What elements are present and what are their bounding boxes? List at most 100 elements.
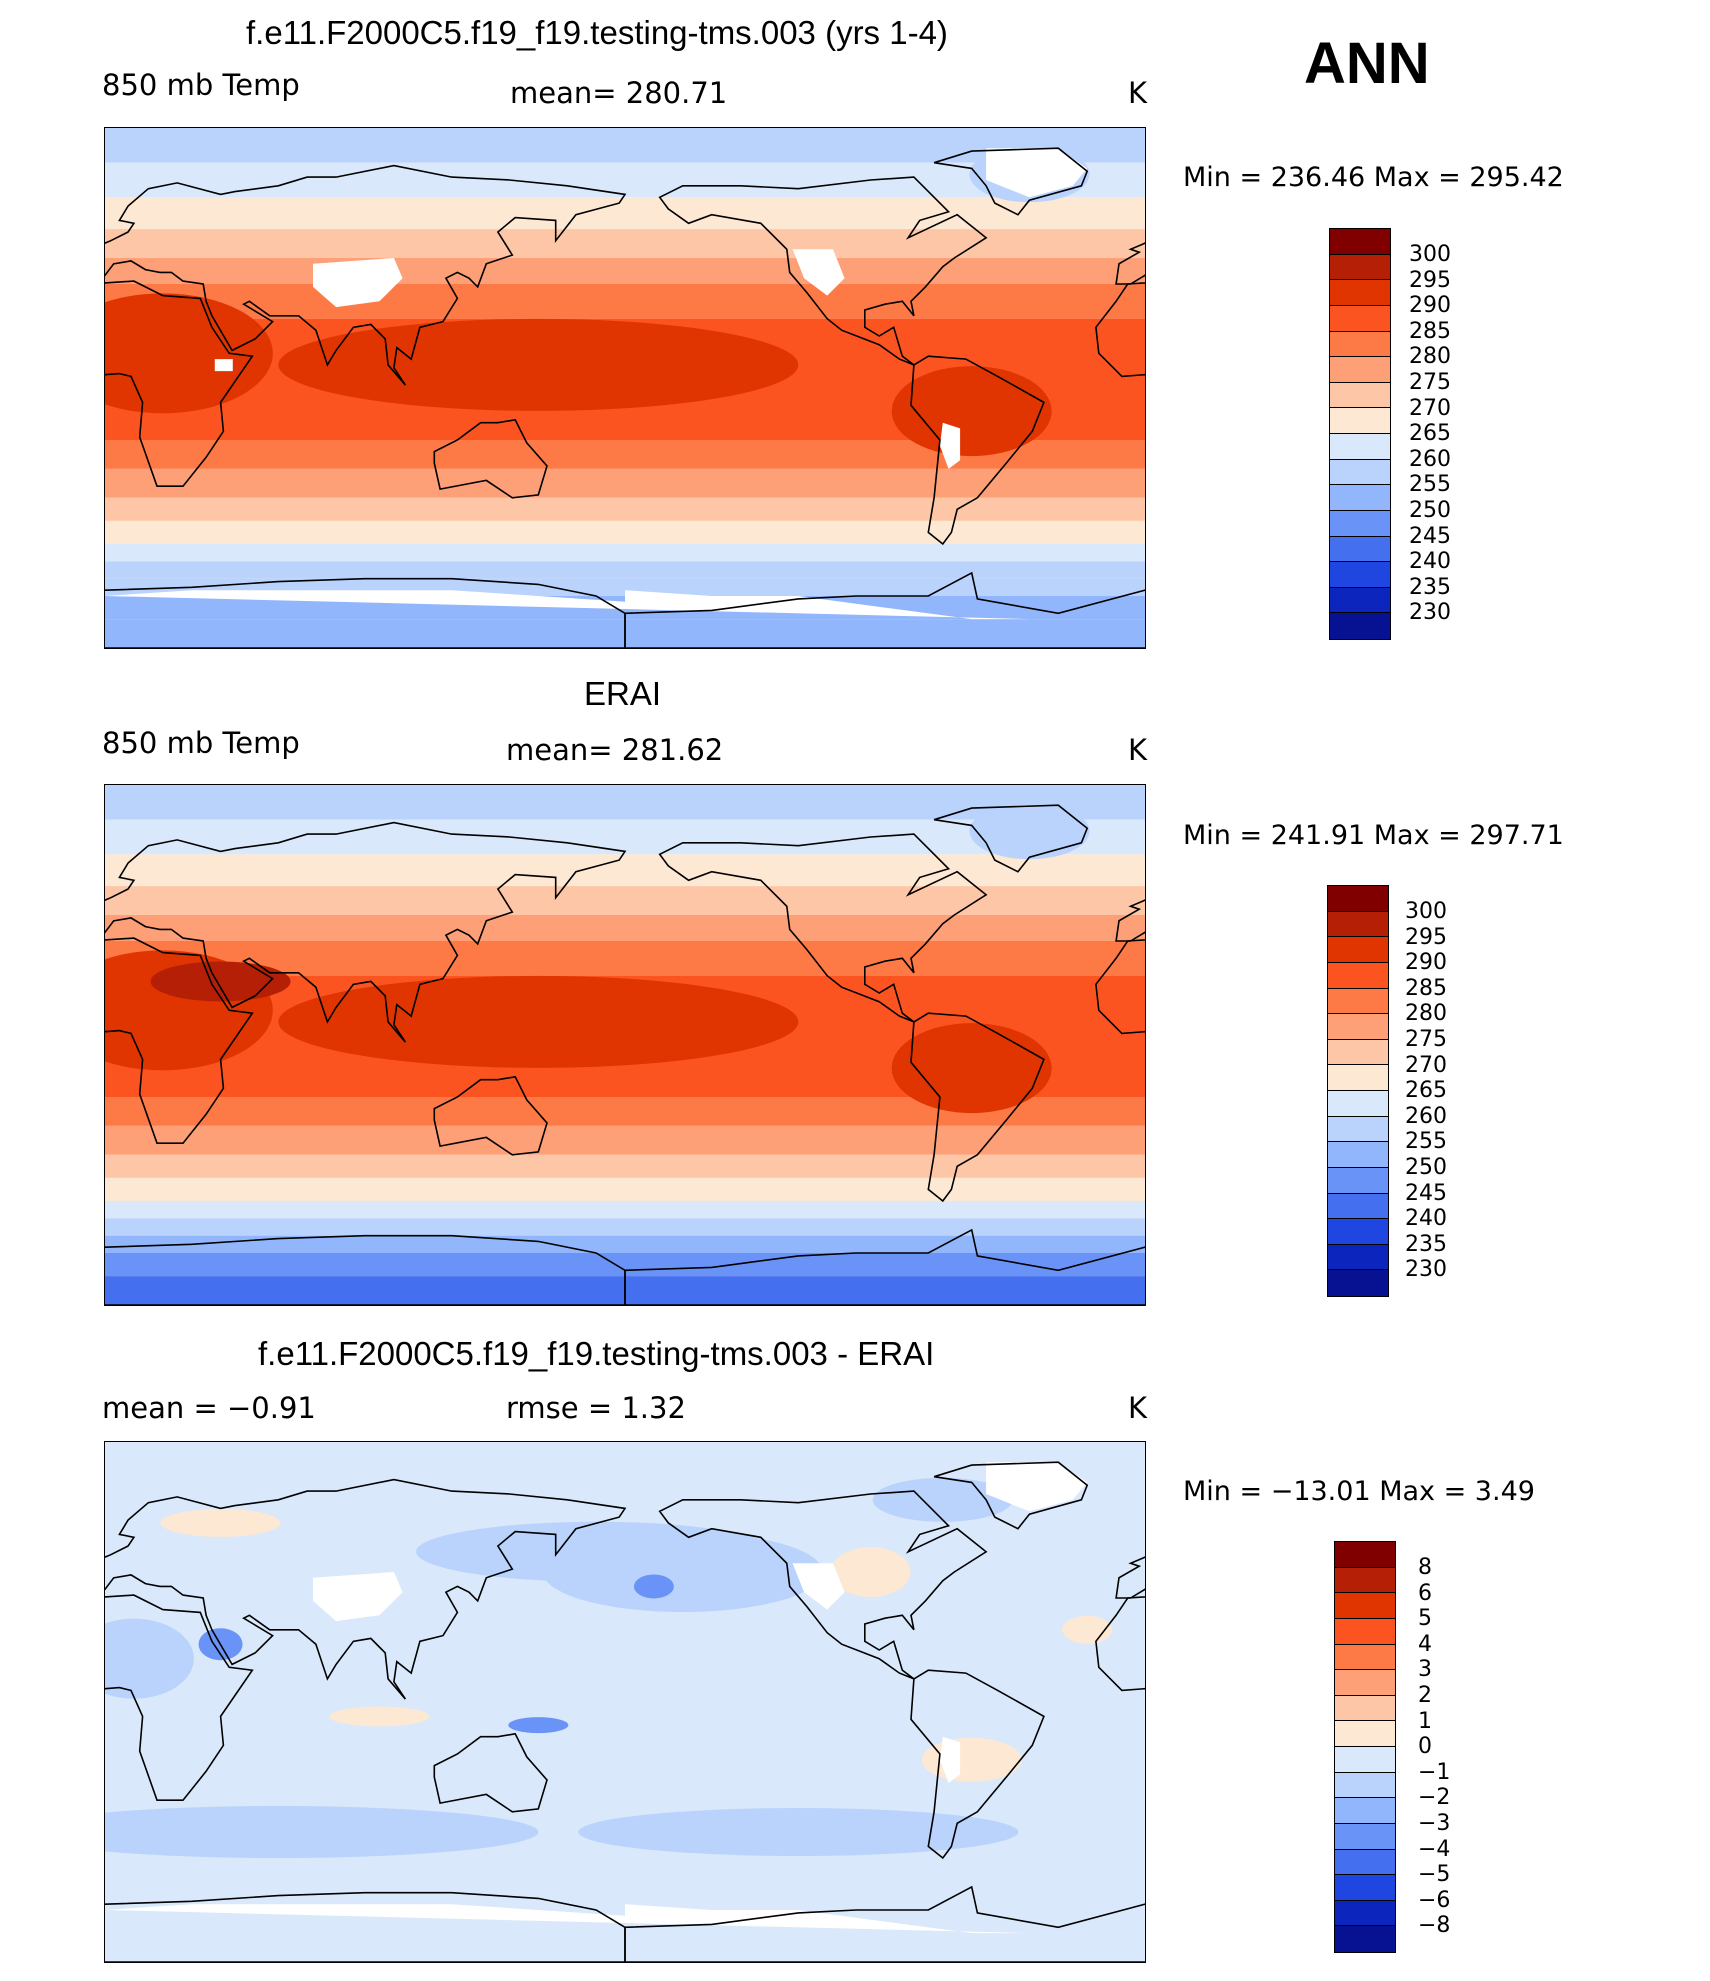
- colorbar-tick-label: 240: [1405, 1206, 1447, 1232]
- warm-region-samerica: [891, 366, 1052, 457]
- colorbar-swatch: [1330, 331, 1390, 358]
- colorbar-tick-label: 245: [1409, 523, 1451, 549]
- temperature-band: [105, 941, 1145, 976]
- colorbar-tick-label: 8: [1418, 1555, 1432, 1580]
- temperature-band: [105, 284, 1145, 319]
- coastline-antarctica: [624, 1228, 1145, 1305]
- colorbar-swatch: [1330, 229, 1390, 255]
- colorbar-swatch: [1328, 1065, 1388, 1091]
- strong-negative-anomaly: [508, 1717, 569, 1734]
- colorbar-swatch: [1330, 562, 1390, 588]
- colorbar-tick-label: 275: [1405, 1026, 1447, 1052]
- colorbar-swatch: [1335, 1849, 1395, 1876]
- temperature-band: [105, 785, 1145, 820]
- colorbar-tick-label: −3: [1418, 1810, 1451, 1836]
- colorbar-tick-label: 300: [1405, 899, 1447, 924]
- panel-1-minmax: Min = 236.46 Max = 295.42: [1183, 162, 1564, 193]
- temperature-band: [105, 1218, 1145, 1236]
- negative-anomaly: [578, 1808, 1019, 1856]
- negative-anomaly: [542, 1532, 823, 1612]
- panel-3-colorbar: [1334, 1541, 1396, 1953]
- colorbar-swatch: [1335, 1721, 1395, 1747]
- panel-2-colorbar-ticks: 300 295 290 285 280 275 270 265 260 255 250 245 240 2…: [1405, 899, 1447, 1283]
- colorbar-swatch: [1335, 1644, 1395, 1671]
- coastline-eurasia: [105, 164, 627, 386]
- colorbar-tick-label: −2: [1418, 1785, 1451, 1811]
- coastline-greenland: [933, 1461, 1089, 1530]
- colorbar-swatch: [1335, 1772, 1395, 1799]
- colorbar-tick-label: −6: [1418, 1887, 1451, 1913]
- coastline-samerica: [910, 355, 1045, 546]
- colorbar-tick-label: 265: [1405, 1078, 1447, 1104]
- colorbar-swatch: [1328, 1270, 1388, 1296]
- colorbar-swatch: [1335, 1798, 1395, 1824]
- colorbar-tick-label: 285: [1405, 975, 1447, 1001]
- colorbar-tick-label: −4: [1418, 1836, 1451, 1862]
- coastline-antarctica: [624, 571, 1145, 648]
- colorbar-tick-label: 280: [1405, 1001, 1447, 1027]
- coastline-africa: [105, 937, 254, 1145]
- colorbar-tick-label: 3: [1418, 1657, 1432, 1683]
- panel-3-map: [104, 1441, 1146, 1963]
- colorbar-tick-label: 235: [1409, 574, 1451, 600]
- panel-1-title: f.e11.F2000C5.f19_f19.testing-tms.003 (y…: [246, 14, 948, 51]
- colorbar-tick-label: 4: [1418, 1631, 1432, 1657]
- panel-3-mean-label: mean = −0.91: [102, 1391, 316, 1425]
- colorbar-tick-label: 245: [1405, 1180, 1447, 1206]
- panel-3-minmax: Min = −13.01 Max = 3.49: [1183, 1476, 1535, 1507]
- coastline-namerica: [658, 176, 988, 366]
- positive-anomaly: [160, 1508, 281, 1537]
- colorbar-swatch: [1330, 357, 1390, 383]
- colorbar-tick-label: 2: [1418, 1682, 1432, 1708]
- panel-1-colorbar-ticks: 300 295 290 285 280 275 270 265 260 255 250 245 240 2…: [1409, 242, 1451, 626]
- temperature-band: [105, 544, 1145, 562]
- coastline-antarctica: [624, 1885, 1145, 1962]
- colorbar-swatch: [1328, 1244, 1388, 1271]
- colorbar-swatch: [1330, 434, 1390, 460]
- temperature-band: [105, 258, 1145, 284]
- panel-3-units-label: K: [1128, 1391, 1148, 1425]
- warm-pool: [278, 975, 799, 1068]
- masked-rockies: [792, 1563, 845, 1610]
- masked-andes: [939, 422, 961, 469]
- colorbar-swatch: [1328, 1014, 1388, 1040]
- colorbar-swatch: [1328, 886, 1388, 912]
- coastline-australia: [433, 1075, 548, 1156]
- colorbar-tick-label: −1: [1418, 1759, 1451, 1785]
- colorbar-tick-label: 275: [1409, 369, 1451, 395]
- colorbar-swatch: [1328, 1142, 1388, 1168]
- coastline-samerica: [910, 1012, 1045, 1203]
- strong-negative-anomaly: [633, 1574, 674, 1599]
- temperature-band: [105, 468, 1145, 498]
- coastline-namerica: [658, 1490, 988, 1680]
- colorbar-swatch: [1330, 459, 1390, 486]
- colorbar-swatch: [1330, 613, 1390, 639]
- colorbar-swatch: [1335, 1875, 1395, 1901]
- colorbar-swatch: [1328, 988, 1388, 1015]
- coastline-greenland: [933, 804, 1089, 873]
- colorbar-tick-label: 295: [1409, 267, 1451, 293]
- colorbar-tick-label: 270: [1409, 395, 1451, 421]
- warm-pool: [278, 318, 799, 411]
- coastline-namerica: [658, 833, 988, 1023]
- panel-2-variable-label: 850 mb Temp: [102, 726, 300, 760]
- temperature-band: [105, 1201, 1145, 1219]
- colorbar-swatch: [1330, 587, 1390, 614]
- colorbar-swatch: [1335, 1670, 1395, 1696]
- colorbar-swatch: [1328, 937, 1388, 963]
- colorbar-tick-label: −8: [1418, 1913, 1451, 1939]
- colorbar-tick-label: 255: [1409, 472, 1451, 498]
- temperature-band: [105, 497, 1145, 521]
- colorbar-swatch: [1328, 962, 1388, 989]
- masked-tibet: [313, 258, 403, 308]
- colorbar-tick-label: 260: [1405, 1103, 1447, 1129]
- masked-ethiopia: [214, 359, 233, 372]
- positive-anomaly: [329, 1706, 430, 1727]
- negative-anomaly: [105, 1618, 194, 1699]
- masked-greenland: [986, 148, 1088, 198]
- panel-2-title: ERAI: [584, 675, 662, 712]
- colorbar-tick-label: 290: [1405, 950, 1447, 976]
- masked-andes: [939, 1736, 961, 1783]
- coastline-eurasia: [105, 1478, 627, 1700]
- panel-3-colorbar-ticks: 8 6 5 4 3 2 1 0 −1 −2 −3 −4 −5 −6 −8: [1418, 1555, 1450, 1939]
